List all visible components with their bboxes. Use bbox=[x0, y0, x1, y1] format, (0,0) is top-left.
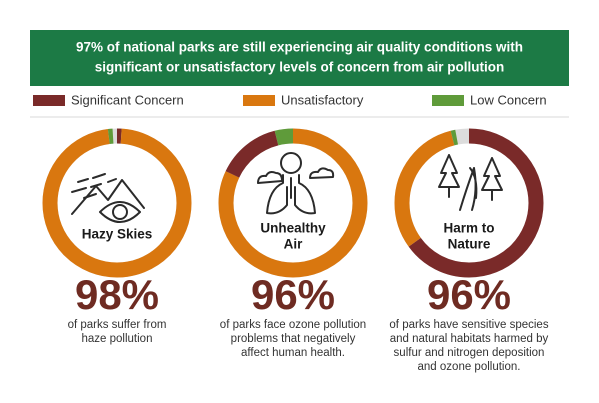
donut-label: Unhealthy bbox=[260, 221, 326, 236]
header-banner bbox=[30, 30, 569, 86]
donut-label: Hazy Skies bbox=[82, 227, 153, 242]
legend-label: Low Concern bbox=[470, 92, 547, 107]
caption: and natural habitats harmed by bbox=[390, 333, 549, 345]
donut-label: Harm to bbox=[443, 221, 494, 236]
caption: of parks face ozone pollution bbox=[220, 319, 366, 331]
legend-label: Unsatisfactory bbox=[281, 92, 364, 107]
caption: affect human health. bbox=[241, 347, 345, 359]
caption: and ozone pollution. bbox=[418, 361, 521, 373]
hazy-icon bbox=[71, 173, 145, 223]
donut-segment bbox=[218, 128, 368, 278]
donut-segment bbox=[42, 128, 192, 278]
header-title: 97% of national parks are still experien… bbox=[76, 40, 523, 55]
caption: sulfur and nitrogen deposition bbox=[394, 347, 545, 359]
donut-segment bbox=[42, 128, 192, 278]
caption: problems that negatively bbox=[231, 333, 356, 345]
air-icon bbox=[257, 152, 335, 215]
headline: 98% bbox=[75, 271, 159, 318]
caption: of parks have sensitive species bbox=[389, 319, 548, 331]
caption: of parks suffer from bbox=[68, 319, 167, 331]
headline: 96% bbox=[251, 271, 335, 318]
donut-segment bbox=[394, 128, 544, 278]
header-title: significant or unsatisfactory levels of … bbox=[95, 60, 505, 75]
donut-segment bbox=[394, 128, 544, 278]
donut-label: Nature bbox=[448, 237, 491, 252]
caption: haze pollution bbox=[82, 333, 153, 345]
donut-label: Air bbox=[284, 237, 304, 252]
legend-swatch bbox=[243, 95, 275, 106]
legend-swatch bbox=[33, 95, 65, 106]
headline: 96% bbox=[427, 271, 511, 318]
legend-label: Significant Concern bbox=[71, 92, 184, 107]
nature-icon bbox=[438, 154, 503, 211]
legend-swatch bbox=[432, 95, 464, 106]
